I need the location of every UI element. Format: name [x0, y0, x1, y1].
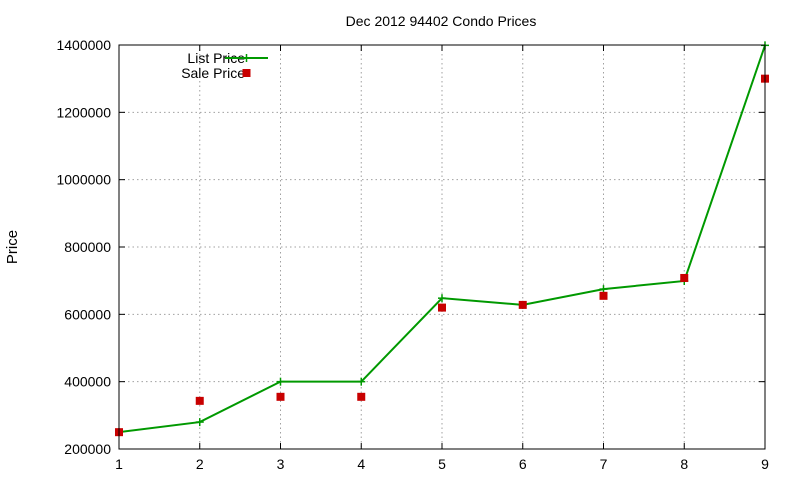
x-tick-label: 7	[600, 456, 608, 472]
x-tick-label: 1	[115, 456, 123, 472]
y-tick-label: 1000000	[56, 172, 111, 188]
y-tick-label: 200000	[64, 441, 111, 457]
y-tick-label: 1400000	[56, 37, 111, 53]
x-tick-label: 3	[277, 456, 285, 472]
y-tick-label: 600000	[64, 306, 111, 322]
sale-price-point	[357, 392, 366, 401]
grid	[119, 45, 765, 449]
x-tick-label: 4	[357, 456, 365, 472]
list-price-point	[195, 418, 204, 427]
legend-label: List Price	[187, 50, 245, 66]
sale-price-point	[518, 300, 527, 309]
sale-price-point	[195, 396, 204, 405]
list-price-point	[357, 377, 366, 386]
y-tick-label: 800000	[64, 239, 111, 255]
plot-frame	[118, 44, 766, 450]
tick-labels: 1 2 3 4 5 6 7 8 9 200000 400000 600000 800000 1000000…	[56, 37, 769, 472]
y-tick-label: 1200000	[56, 104, 111, 120]
x-tick-label: 6	[519, 456, 527, 472]
sale-price-point	[680, 273, 689, 282]
list-price-point	[599, 285, 608, 294]
list-price-point	[438, 294, 446, 303]
chart-title: Dec 2012 94402 Condo Prices	[346, 13, 537, 29]
sale-price-point	[438, 303, 446, 312]
sale-price-point	[599, 291, 608, 300]
x-tick-label: 8	[680, 456, 688, 472]
legend-plus-marker	[242, 54, 251, 62]
y-tick-label: 400000	[64, 374, 111, 390]
y-axis-label: Price	[4, 230, 21, 264]
sale-price-point	[276, 392, 285, 401]
list-price-point	[276, 377, 285, 386]
x-tick-label: 2	[196, 456, 204, 472]
legend-label: Sale Price	[181, 65, 245, 81]
legend-square-marker	[242, 69, 251, 77]
series-sale-price	[115, 74, 769, 437]
x-tick-label: 9	[761, 456, 769, 472]
x-tick-label: 5	[438, 456, 446, 472]
